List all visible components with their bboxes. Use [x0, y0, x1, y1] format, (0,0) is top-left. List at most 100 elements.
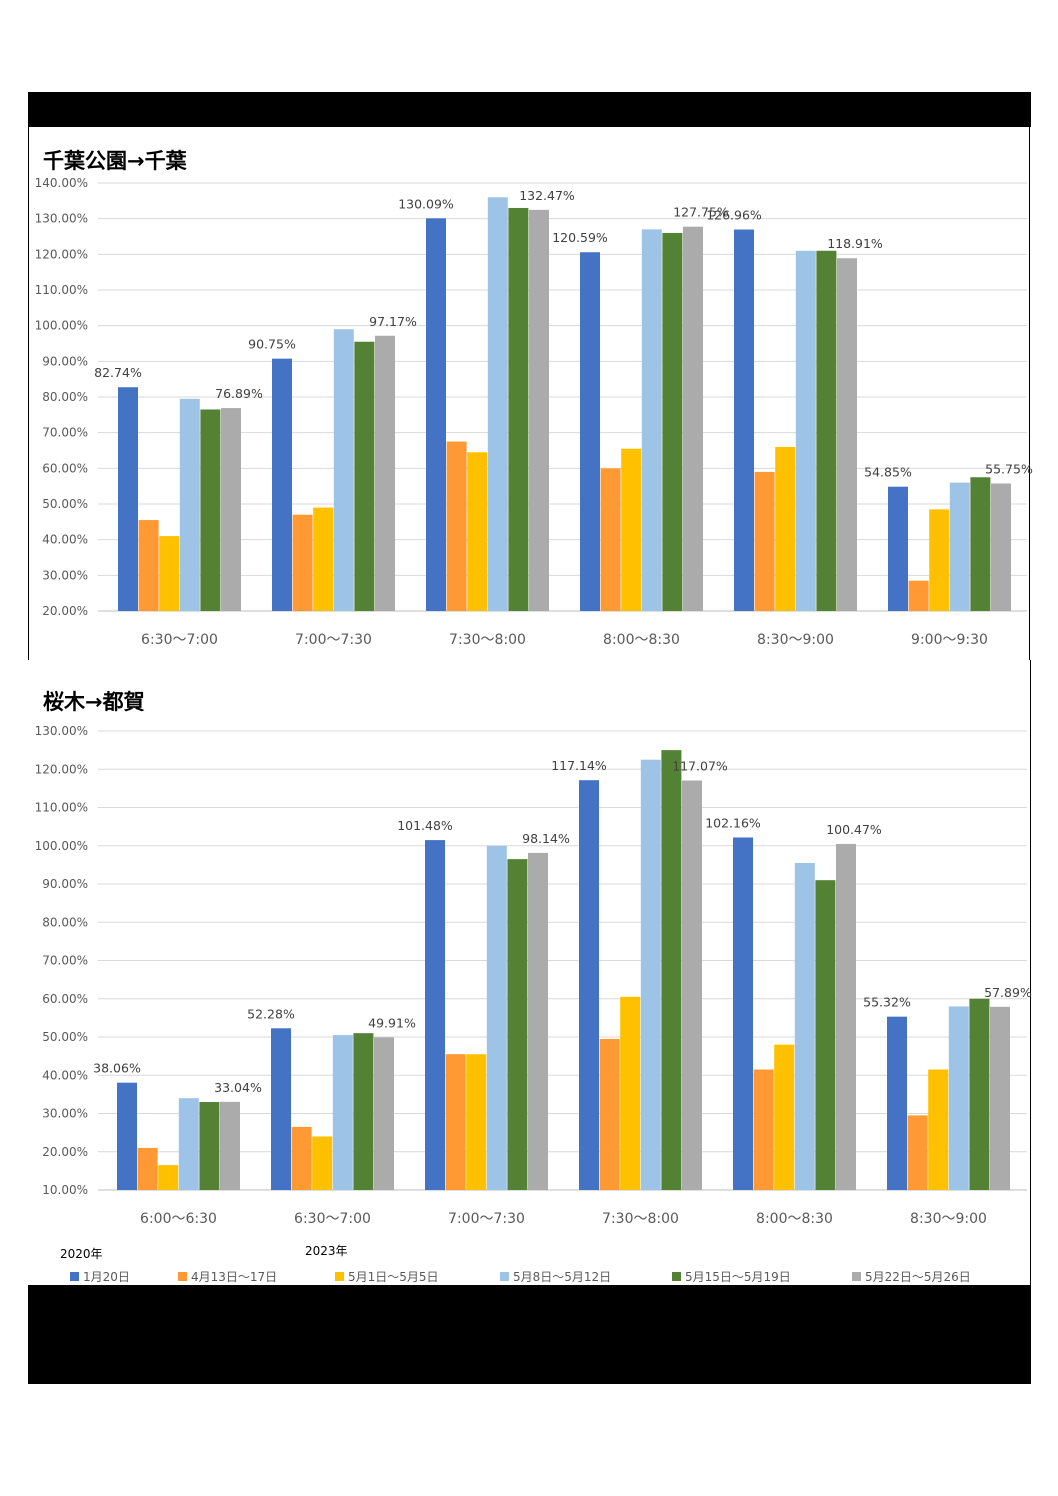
y-tick-label: 110.00% — [35, 801, 88, 815]
legend-item-4: 5月8日～5月12日 — [500, 1268, 611, 1285]
y-tick-label: 50.00% — [42, 1030, 88, 1044]
bar-series-5-cat-6 — [969, 998, 990, 1190]
bar-series-5-cat-2 — [354, 341, 375, 611]
data-label: 101.48% — [397, 818, 453, 833]
bar-series-4-cat-2 — [333, 329, 354, 611]
data-label: 57.89% — [984, 985, 1032, 1000]
bar-series-1-cat-3 — [426, 218, 446, 611]
y-tick-label: 80.00% — [42, 915, 88, 929]
y-tick-label: 30.00% — [42, 568, 88, 582]
data-label: 49.91% — [368, 1015, 416, 1030]
y-tick-label: 30.00% — [42, 1107, 88, 1121]
bar-series-2-cat-6 — [908, 580, 929, 611]
bar-series-6-cat-6 — [991, 483, 1011, 611]
data-label: 100.47% — [826, 822, 882, 837]
chart-1-title: 千葉公園→千葉 — [43, 149, 188, 173]
x-category-label: 8:00～8:30 — [756, 1211, 833, 1227]
frame-right-upper — [1029, 127, 1030, 660]
chart-2-plot: 10.00% 20.00% 30.00% 40.00% 50.00% 60.00% 70.0… — [35, 724, 1032, 1227]
bar-series-5-cat-4 — [661, 750, 682, 1190]
legend-swatch-5 — [672, 1272, 681, 1281]
y-tick-label: 90.00% — [42, 354, 88, 368]
legend: 2020年 2023年 1月20日 4月13日～17日 5月1日～5月5日 5月… — [60, 1242, 1020, 1284]
bar-series-2-cat-1 — [138, 520, 159, 611]
bar-series-6-cat-3 — [529, 209, 549, 611]
x-category-label: 8:30～9:00 — [910, 1211, 987, 1227]
data-label: 55.32% — [863, 995, 911, 1010]
bar-series-4-cat-6 — [949, 482, 970, 611]
bar-series-2-cat-3 — [445, 1054, 466, 1190]
bar-series-6-cat-3 — [528, 852, 548, 1190]
x-category-label: 7:00～7:30 — [295, 632, 372, 648]
bar-series-6-cat-2 — [375, 335, 395, 611]
legend-item-2: 4月13日～17日 — [178, 1268, 277, 1285]
bar-series-4-cat-1 — [178, 1098, 199, 1190]
bar-series-5-cat-3 — [508, 207, 529, 611]
x-category-label: 6:00～6:30 — [140, 1211, 217, 1227]
legend-label-2: 4月13日～17日 — [191, 1270, 278, 1284]
bar-series-1-cat-4 — [580, 252, 600, 611]
data-label: 38.06% — [93, 1061, 141, 1076]
data-label: 97.17% — [369, 314, 417, 329]
frame-right-lower — [1030, 660, 1031, 1285]
x-category-label: 9:00～9:30 — [911, 632, 988, 648]
bar-series-1-cat-3 — [425, 840, 445, 1190]
legend-item-1: 1月20日 — [70, 1268, 130, 1285]
x-category-label: 8:30～9:00 — [757, 632, 834, 648]
bar-series-3-cat-5 — [774, 1044, 795, 1190]
data-label: 127.75% — [673, 205, 729, 220]
x-category-label: 7:00～7:30 — [448, 1211, 525, 1227]
legend-label-6: 5月22日～5月26日 — [865, 1270, 971, 1284]
bar-series-3-cat-2 — [313, 507, 334, 611]
bar-series-1-cat-1 — [117, 1082, 137, 1190]
data-label: 102.16% — [705, 815, 761, 830]
bar-series-4-cat-3 — [487, 197, 508, 611]
y-tick-label: 20.00% — [42, 1145, 88, 1159]
bar-series-5-cat-1 — [199, 1102, 220, 1190]
legend-label-1: 1月20日 — [83, 1270, 130, 1284]
bar-series-6-cat-5 — [837, 258, 857, 611]
x-category-label: 7:30～8:00 — [449, 632, 526, 648]
frame-left-upper — [28, 127, 29, 660]
bar-series-3-cat-1 — [158, 1165, 179, 1190]
legend-swatch-1 — [70, 1272, 79, 1281]
legend-swatch-2 — [178, 1272, 187, 1281]
bar-series-1-cat-2 — [272, 358, 292, 611]
y-tick-label: 70.00% — [42, 426, 88, 440]
data-label: 132.47% — [519, 188, 575, 203]
bar-series-5-cat-2 — [353, 1033, 374, 1190]
bar-series-6-cat-5 — [836, 843, 856, 1190]
y-tick-label: 70.00% — [42, 954, 88, 968]
y-tick-label: 40.00% — [42, 1068, 88, 1082]
bar-series-6-cat-1 — [220, 1101, 240, 1190]
legend-label-5: 5月15日～5月19日 — [685, 1270, 791, 1284]
bar-series-1-cat-4 — [579, 780, 599, 1190]
data-label: 76.89% — [215, 386, 263, 401]
bar-series-3-cat-5 — [775, 446, 796, 611]
bar-series-2-cat-4 — [600, 468, 621, 611]
legend-swatch-4 — [500, 1272, 509, 1281]
bar-series-5-cat-5 — [816, 250, 837, 611]
y-tick-label: 140.00% — [35, 176, 88, 190]
bar-series-3-cat-3 — [467, 452, 488, 611]
y-tick-label: 120.00% — [35, 762, 88, 776]
bar-series-2-cat-6 — [907, 1115, 928, 1190]
legend-label-4: 5月8日～5月12日 — [513, 1270, 612, 1284]
data-label: 33.04% — [214, 1080, 262, 1095]
bottom-black-bar — [28, 1285, 1031, 1384]
data-label: 98.14% — [522, 831, 570, 846]
bar-series-3-cat-4 — [621, 448, 642, 611]
bar-series-1-cat-6 — [888, 486, 908, 611]
bar-series-4-cat-4 — [640, 759, 661, 1190]
y-tick-label: 80.00% — [42, 390, 88, 404]
data-label: 55.75% — [985, 461, 1033, 476]
data-label: 117.07% — [672, 758, 728, 773]
legend-item-6: 5月22日～5月26日 — [852, 1268, 971, 1285]
bar-series-3-cat-1 — [159, 536, 180, 611]
bar-series-4-cat-4 — [641, 229, 662, 611]
legend-label-3: 5月1日～5月5日 — [348, 1270, 439, 1284]
bar-series-2-cat-3 — [446, 441, 467, 611]
bar-series-3-cat-4 — [620, 996, 641, 1190]
bar-series-2-cat-5 — [754, 471, 775, 611]
y-tick-label: 60.00% — [42, 461, 88, 475]
